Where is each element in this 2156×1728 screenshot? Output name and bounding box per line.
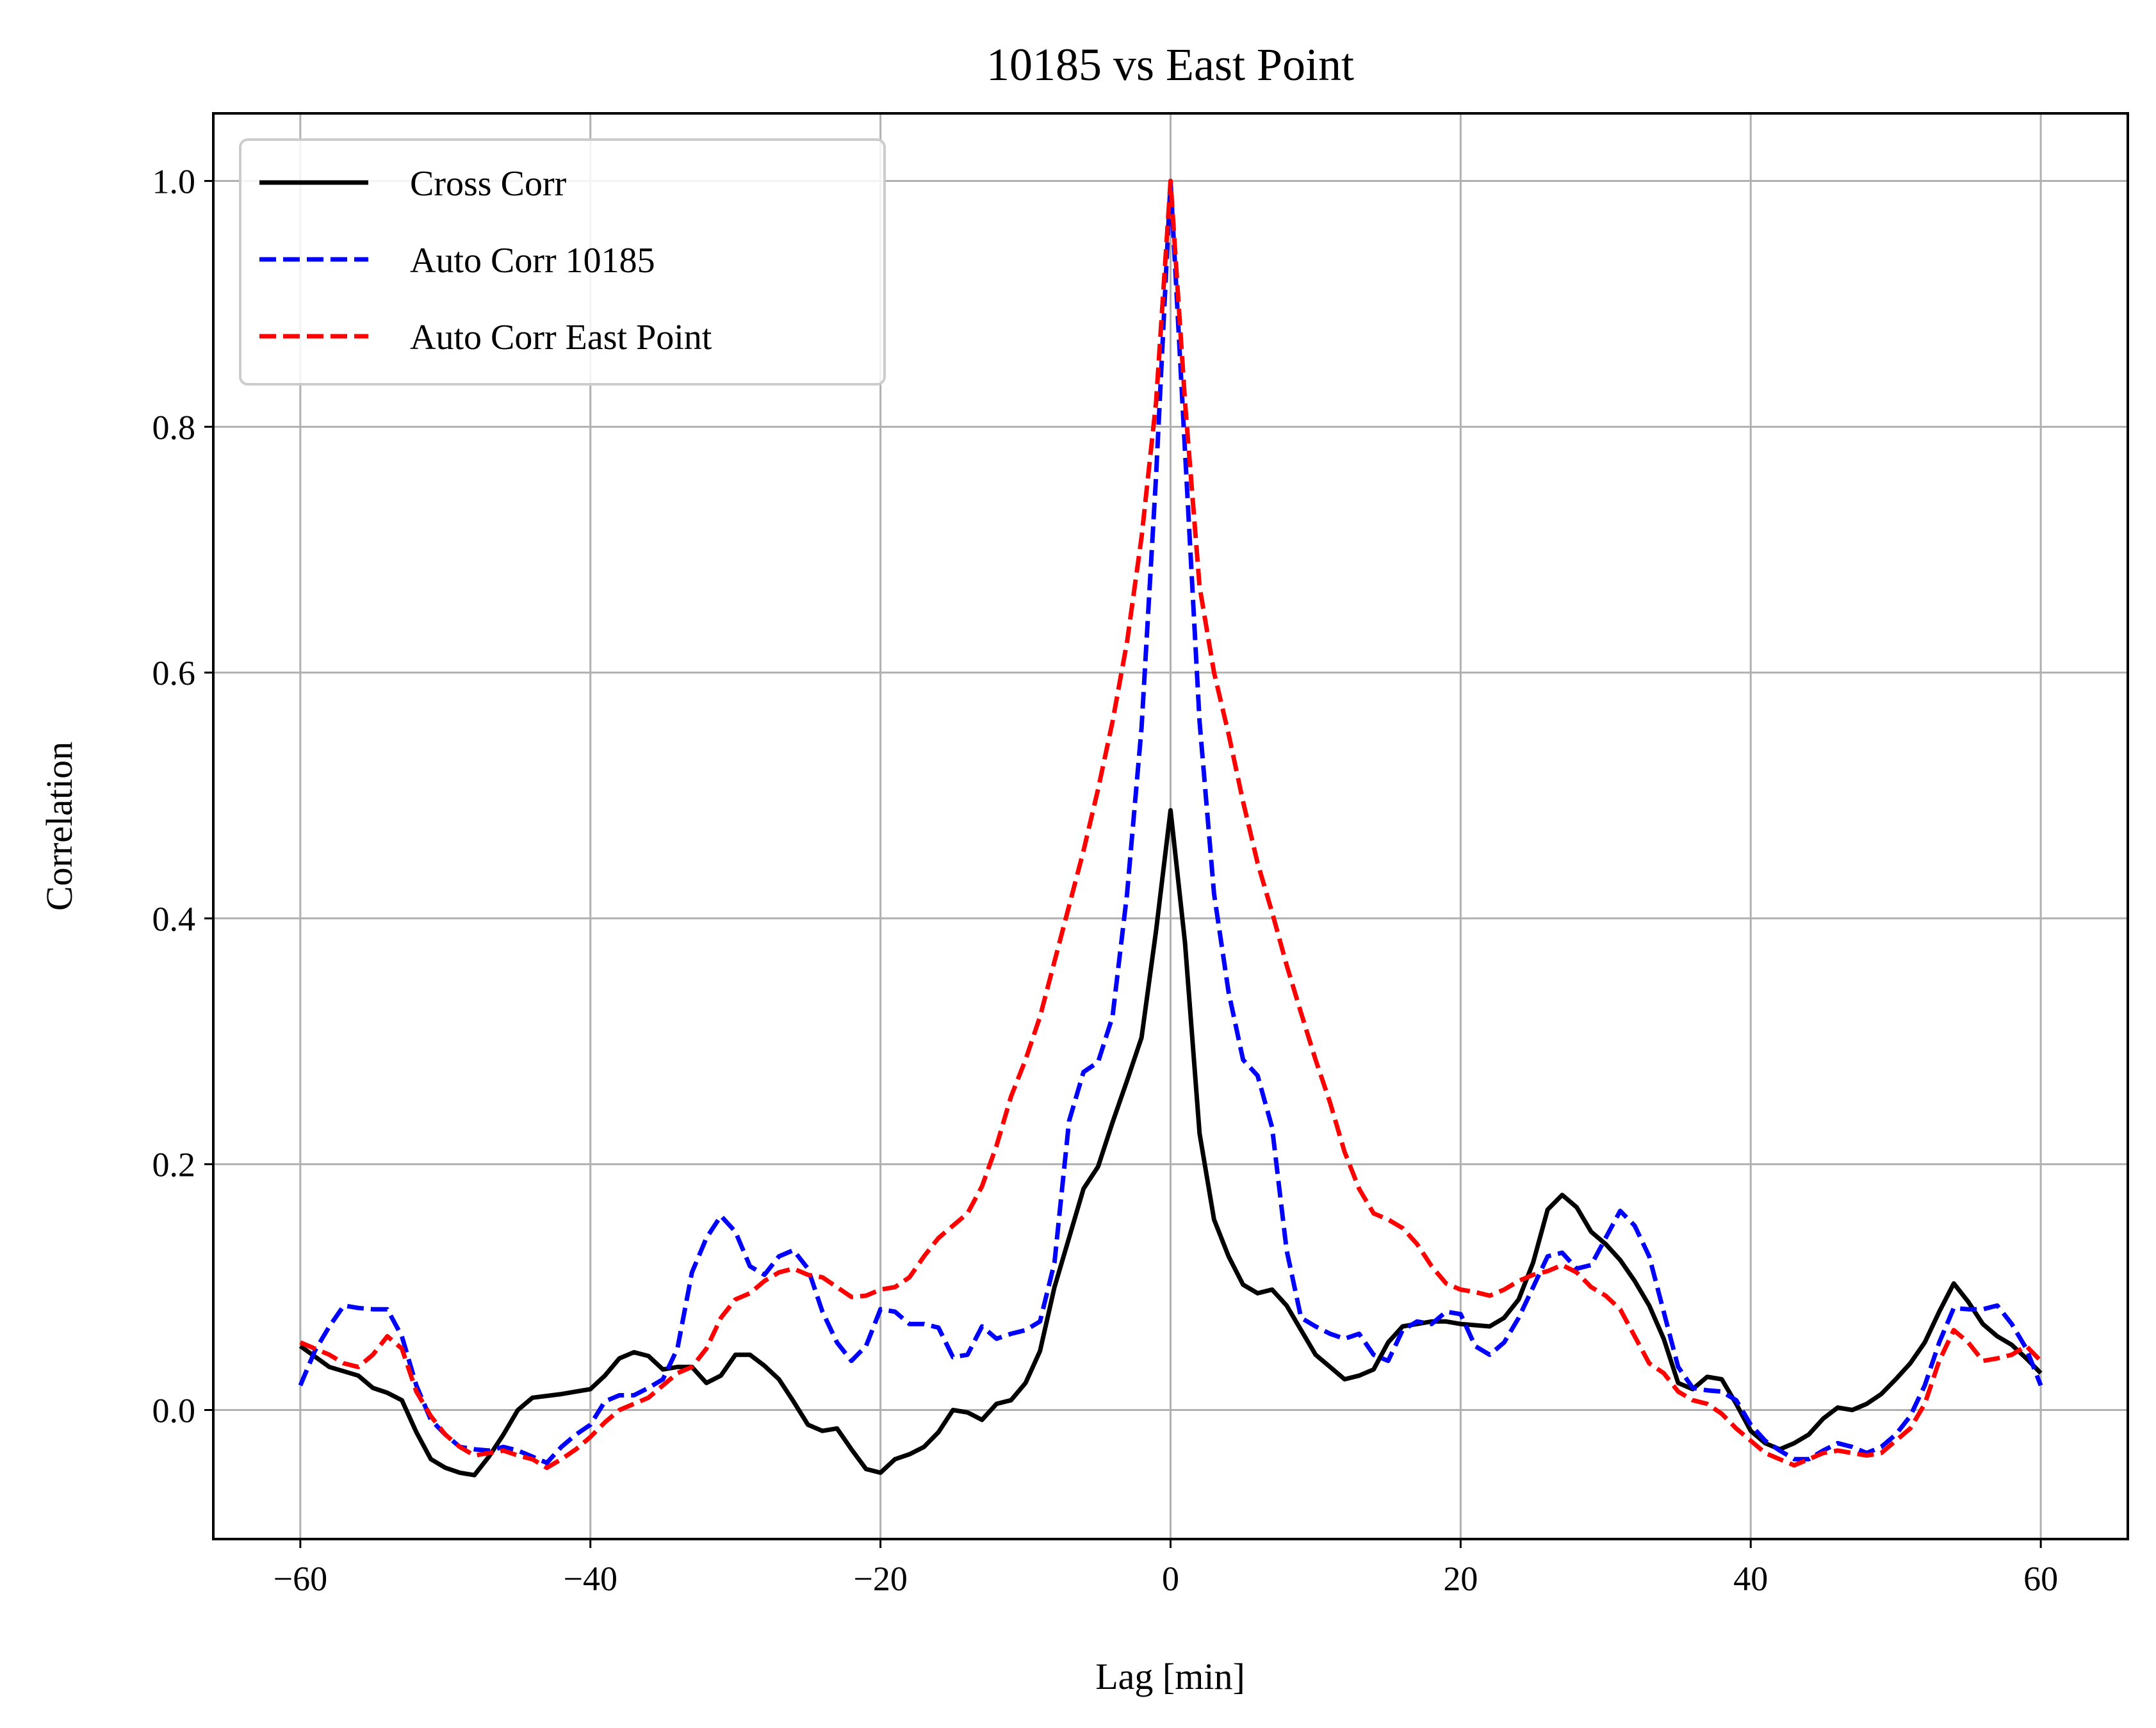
x-tick-label: 20: [1443, 1560, 1478, 1598]
x-tick-label: 60: [2023, 1560, 2058, 1598]
y-tick-label: 0.6: [152, 654, 196, 692]
x-tick-label: −40: [564, 1560, 617, 1598]
x-tick-label: −60: [274, 1560, 327, 1598]
legend-label-3: Auto Corr East Point: [410, 318, 712, 357]
legend: Cross Corr Auto Corr 10185 Auto Corr East …: [239, 138, 886, 386]
legend-label-1: Cross Corr: [410, 164, 567, 204]
plot-series: [298, 179, 2043, 1478]
y-tick-label: 0.4: [152, 900, 196, 938]
y-tick-label: 1.0: [152, 163, 196, 201]
series-line-3: [299, 179, 2043, 1471]
y-tick-label: 0.0: [152, 1392, 196, 1430]
y-axis-label: Correlation: [38, 742, 80, 911]
plot-frame: [212, 112, 2129, 1540]
legend-label-2: Auto Corr 10185: [410, 241, 655, 281]
x-tick-label: 0: [1162, 1560, 1179, 1598]
y-tick-label: 0.8: [152, 408, 196, 446]
axis-ticks: −60 −40 −20 0 20 40 60 0.0 0.2 0.4 0.6 0.8 1.0: [152, 163, 2059, 1598]
y-tick-label: 0.2: [152, 1146, 196, 1184]
x-tick-label: −20: [853, 1560, 907, 1598]
x-axis-label: Lag [min]: [1095, 1656, 1245, 1697]
legend-box: [239, 138, 886, 386]
x-tick-label: 40: [1733, 1560, 1768, 1598]
chart-title: 10185 vs East Point: [986, 39, 1354, 90]
